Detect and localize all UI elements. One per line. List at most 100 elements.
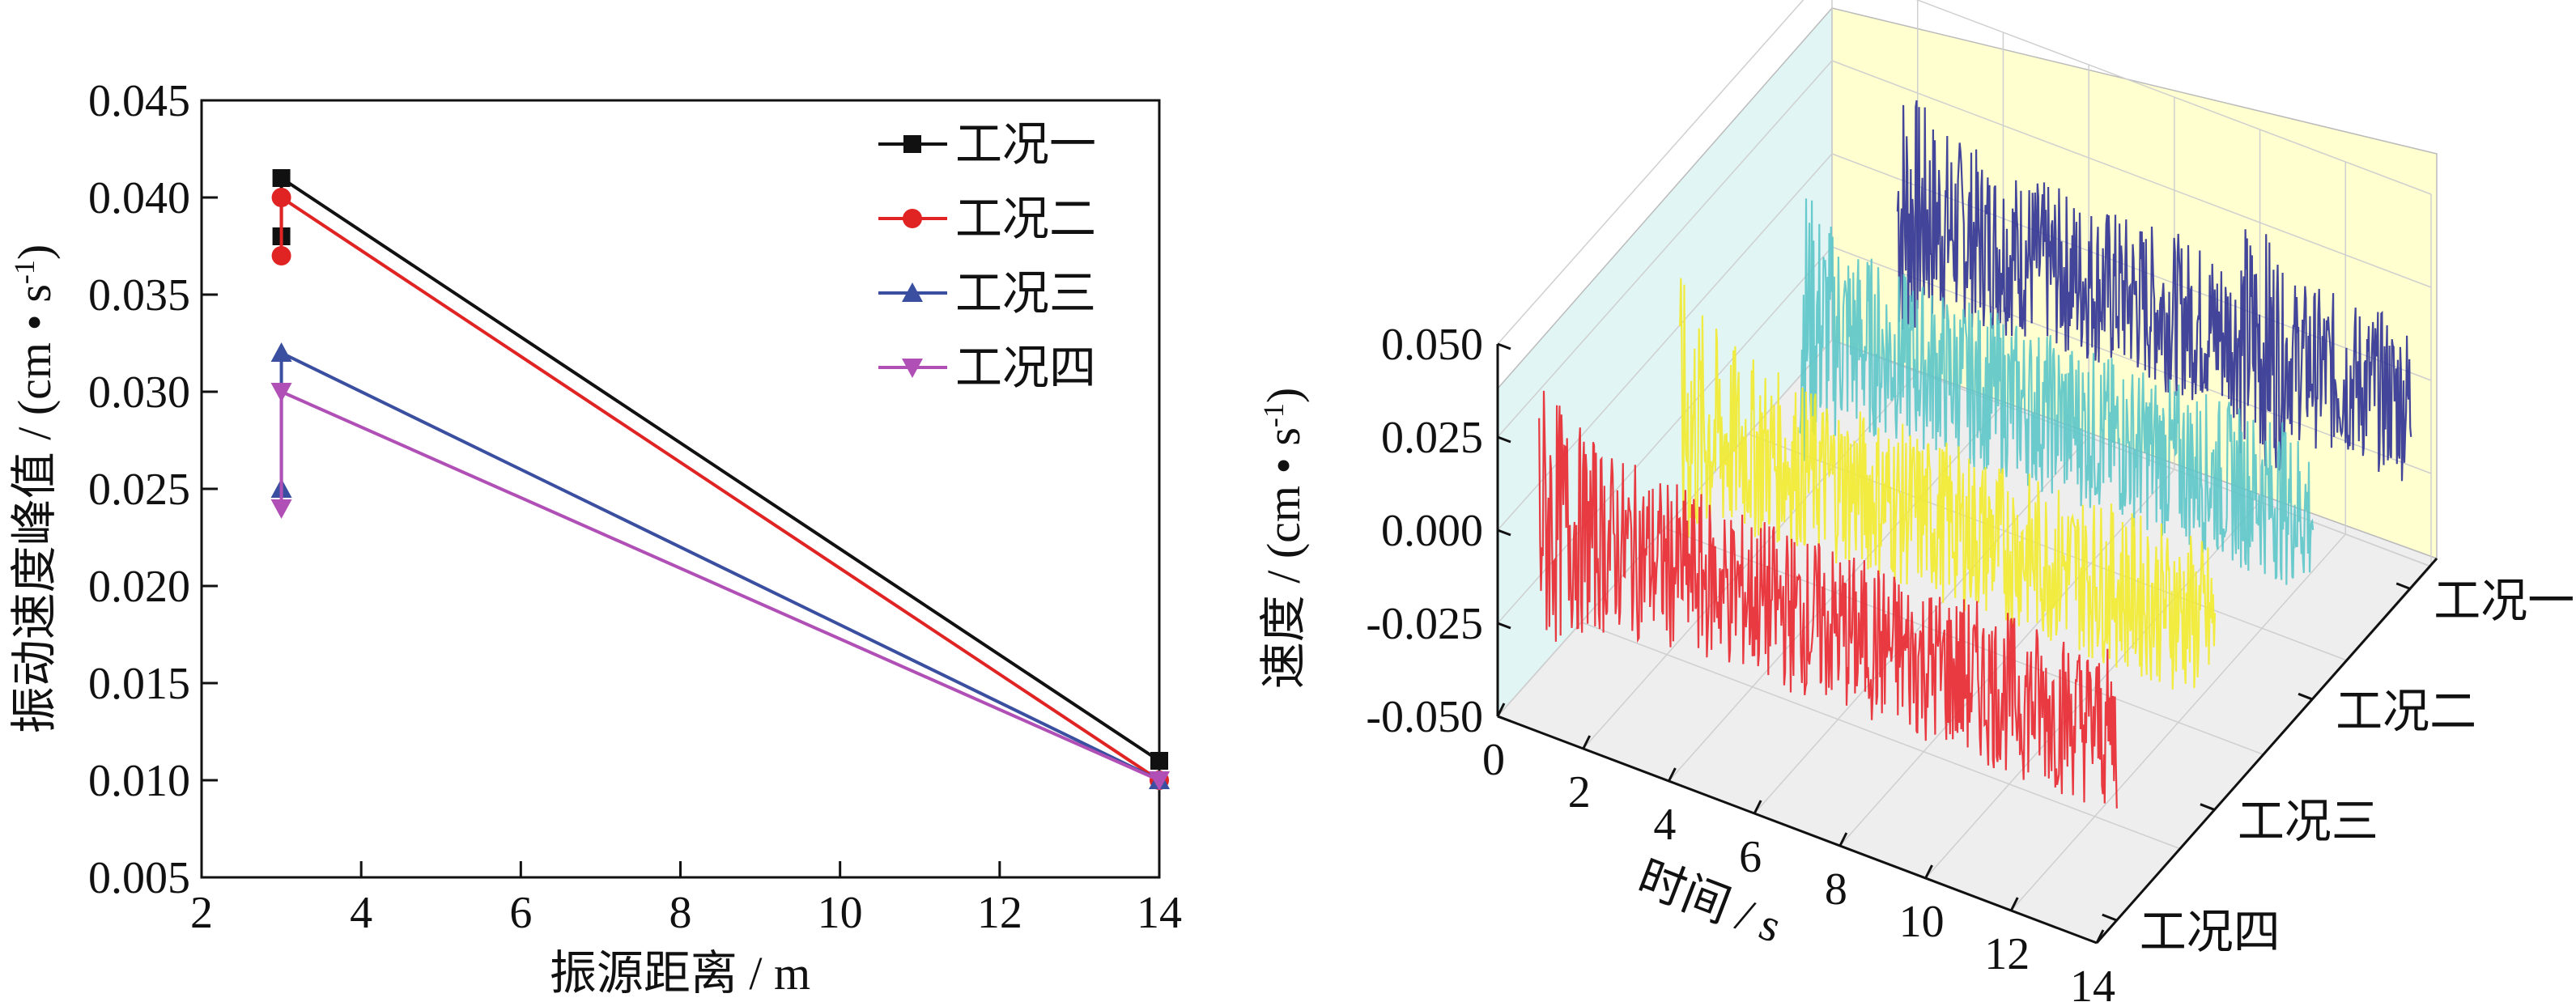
right-time-tick-mark (1753, 800, 1762, 814)
right-z-axis-title: 速度 / (cm • s-1) (1257, 388, 1310, 690)
right-category-tick-mark (2102, 913, 2118, 922)
right-time-tick-mark (2095, 929, 2105, 944)
time-axis-line (1497, 715, 2098, 945)
left-y-axis: 0.005 0.010 0.015 0.020 0.025 0.030 0.035 0.040… (88, 76, 218, 903)
right-z-axis-title-close: ) (1257, 388, 1310, 403)
right-time-tick-mark (1924, 864, 1933, 879)
left-x-tick-label: 8 (670, 888, 692, 938)
right-z-axis-title-sup: -1 (1257, 403, 1290, 427)
legend-label-1: 工况一 (955, 118, 1096, 171)
right-z-tick-mark (1497, 622, 1511, 630)
waterfall-trace-1 (1896, 100, 2412, 482)
legend-marker-4 (902, 359, 923, 378)
back-wall-grid-line (1915, 0, 2432, 195)
legend-label-3: 工况三 (955, 267, 1096, 320)
legend-marker-3 (902, 282, 923, 302)
side-wall-grid-line (1497, 246, 1833, 624)
left-y-axis-title-close: ) (8, 244, 61, 260)
left-series-group (270, 169, 1170, 791)
right-time-tick-label: 10 (1899, 897, 1945, 947)
right-time-tick-mark (2009, 897, 2019, 911)
left-x-tick-label: 10 (818, 888, 863, 938)
left-y-tick-label: 0.040 (88, 173, 190, 223)
side-wall-grid-line (1497, 153, 1833, 531)
left-x-tick-label: 4 (350, 888, 372, 938)
right-z-tick-mark (1497, 529, 1511, 537)
right-time-tick-mark (1838, 832, 1848, 847)
back-wall-grid-line (1831, 60, 2432, 288)
right-z-axis-title-main: 速度 / (cm • s (1257, 427, 1310, 689)
left-y-tick-label: 0.030 (88, 367, 190, 418)
legend-marker-1 (903, 135, 921, 153)
back-wall-grid-line (1831, 153, 2432, 381)
left-x-tick-label: 12 (977, 888, 1022, 938)
right-z-tick-mark (1497, 715, 1511, 723)
right-time-tick-label: 12 (1984, 929, 2030, 979)
right-z-tick-label: 0.025 (1381, 413, 1483, 463)
series-1-point (272, 169, 291, 187)
right-z-tick-mark (1497, 435, 1511, 444)
left-y-tick-label: 0.015 (88, 659, 190, 709)
right-category-tick-mark (2200, 803, 2216, 812)
left-y-tick-label: 0.045 (88, 76, 190, 126)
right-time-tick-label: 0 (1482, 735, 1505, 785)
series-4-point (1149, 771, 1170, 791)
right-category-label: 工况四 (2140, 906, 2281, 958)
waterfall-trace-3 (1679, 278, 2216, 690)
right-category-label: 工况二 (2336, 685, 2476, 737)
right-z-tick-label: 0.000 (1381, 506, 1483, 556)
category-axis-line (2095, 558, 2438, 944)
left-y-tick-label: 0.010 (88, 756, 190, 806)
side-wall-grid-line (1497, 0, 1804, 345)
waterfall-trace-4 (1538, 390, 2118, 809)
left-x-tick-label: 14 (1137, 888, 1182, 938)
right-time-axis-title: 时间 / s (1631, 851, 1789, 953)
side-wall-grid-line (1497, 60, 1833, 438)
series-3-point (270, 342, 292, 362)
left-y-axis-title-sup: -1 (8, 260, 40, 284)
legend-marker-2 (903, 209, 922, 228)
floor-grid-line (1580, 622, 2181, 850)
right-time-tick-label: 6 (1739, 832, 1762, 882)
legend-label-4: 工况四 (955, 342, 1096, 394)
series-1-point (1150, 752, 1168, 770)
series-line-3 (279, 350, 1160, 782)
series-line-4 (279, 388, 1160, 782)
right-time-tick-label: 14 (2070, 962, 2115, 1002)
right-time-tick-label: 2 (1568, 767, 1591, 817)
right-time-tick-mark (1496, 703, 1506, 717)
right-series-group (1538, 100, 2412, 809)
right-z-tick-mark (1497, 342, 1511, 350)
left-x-tick-label: 2 (190, 888, 213, 938)
left-y-tick-label: 0.035 (88, 270, 190, 321)
right-time-axis: 0 2 4 6 8 10 12 14 (1482, 703, 2115, 1002)
series-2-point (271, 246, 291, 265)
left-x-axis-title: 振源距离 / m (550, 947, 810, 1000)
right-time-tick-label: 4 (1653, 800, 1676, 850)
left-y-tick-label: 0.005 (88, 853, 190, 903)
waterfall-trace-2 (1798, 198, 2315, 585)
left-y-tick-label: 0.020 (88, 562, 190, 612)
left-x-axis: 2 4 6 8 10 12 14 (190, 861, 1182, 938)
legend-label-2: 工况二 (955, 193, 1096, 245)
right-category-label: 工况三 (2238, 796, 2378, 848)
peak-velocity-chart: 0.005 0.010 0.015 0.020 0.025 0.030 0.035 0.040… (8, 76, 1182, 1000)
right-category-tick-mark (2298, 692, 2314, 701)
series-line-1 (279, 175, 1161, 762)
right-z-tick-label: -0.025 (1366, 599, 1483, 649)
right-time-tick-label: 8 (1825, 864, 1847, 915)
right-category-label: 工况一 (2434, 575, 2574, 627)
right-time-tick-mark (1668, 767, 1677, 782)
left-y-axis-title: 振动速度峰值 / (cm • s-1) (8, 244, 61, 734)
left-x-tick-label: 6 (509, 888, 532, 938)
left-y-axis-title-main: 振动速度峰值 / (cm • s (8, 284, 61, 733)
right-z-axis: -0.050 -0.025 0.000 0.025 0.050 (1366, 320, 1511, 742)
right-category-tick-mark (2395, 582, 2412, 591)
left-y-tick-label: 0.025 (88, 465, 190, 515)
right-z-tick-label: -0.050 (1366, 692, 1483, 742)
series-4-point (270, 499, 292, 519)
